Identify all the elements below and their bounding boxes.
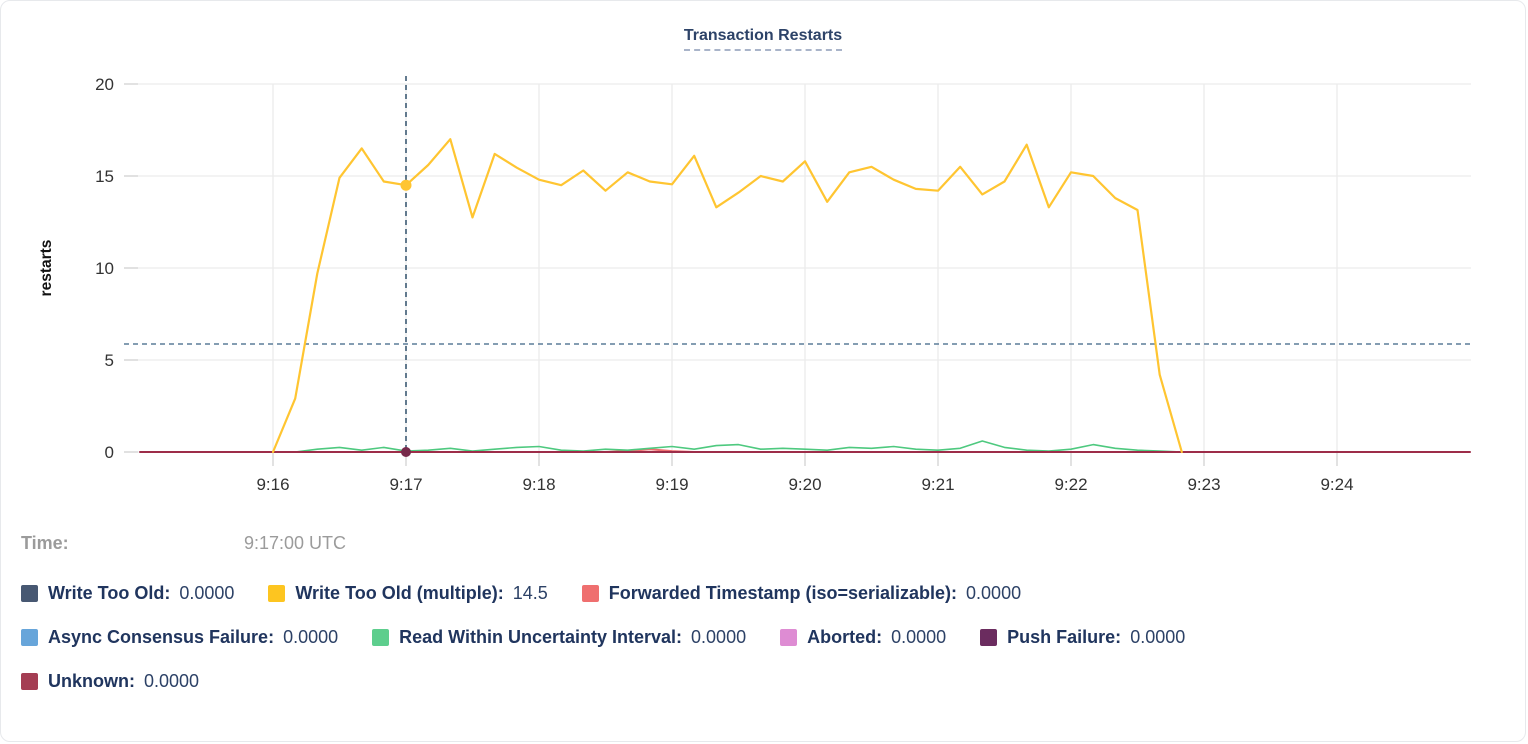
legend-row-2: Async Consensus Failure: 0.0000 Read Withi… <box>21 625 1509 649</box>
legend-item-aborted: Aborted: 0.0000 <box>780 625 946 649</box>
legend-item-write-too-old-multiple: Write Too Old (multiple): 14.5 <box>268 581 548 605</box>
legend-value: 14.5 <box>512 583 548 603</box>
legend-item-push-failure: Push Failure: 0.0000 <box>980 625 1185 649</box>
legend-item-async-consensus-failure: Async Consensus Failure: 0.0000 <box>21 625 338 649</box>
legend-label: Async Consensus Failure: <box>48 627 275 647</box>
x-tick-label: 9:17 <box>389 475 422 494</box>
hover-dot <box>401 447 411 457</box>
chart-title[interactable]: Transaction Restarts <box>683 27 843 51</box>
tooltip-time-label: Time: <box>21 533 69 553</box>
legend-label: Unknown: <box>48 671 135 691</box>
legend-swatch-icon <box>21 672 38 690</box>
y-axis-label: restarts <box>38 240 55 297</box>
chart-title-wrap: Transaction Restarts <box>1 27 1525 51</box>
x-tick-label: 9:24 <box>1320 475 1353 494</box>
legend-label: Read Within Uncertainty Interval: <box>399 627 683 647</box>
legend-swatch-icon <box>268 584 286 602</box>
legend-value: 0.0000 <box>283 627 339 647</box>
legend-value: 0.0000 <box>691 627 747 647</box>
legend-item-unknown: Unknown: 0.0000 <box>21 669 199 693</box>
y-tick-label: 20 <box>95 75 114 94</box>
y-tick-label: 10 <box>95 259 114 278</box>
tooltip-time-value: 9:17:00 UTC <box>244 533 347 553</box>
x-tick-label: 9:22 <box>1054 475 1087 494</box>
x-tick-label: 9:18 <box>522 475 555 494</box>
transaction-restarts-line-chart[interactable]: 0 5 10 15 20 9:16 9:17 9:18 9:19 9:20 9:21 9:22 9:23… <box>1 1 1526 509</box>
chart-hover-tooltip: Time: 9:17:00 UTC Write Too Old: 0.0000 Wri… <box>21 525 1509 713</box>
legend-label: Push Failure: <box>1007 627 1122 647</box>
legend: Write Too Old: 0.0000 Write Too Old (multi… <box>21 581 1509 693</box>
legend-label: Aborted: <box>807 627 883 647</box>
x-tick-label: 9:20 <box>788 475 821 494</box>
legend-label: Write Too Old (multiple): <box>295 583 504 603</box>
legend-row-3: Unknown: 0.0000 <box>21 669 1509 693</box>
legend-swatch-icon <box>980 628 998 646</box>
x-tick-label: 9:21 <box>921 475 954 494</box>
legend-swatch-icon <box>21 584 38 602</box>
legend-swatch-icon <box>372 628 390 646</box>
x-tick-label: 9:23 <box>1187 475 1220 494</box>
series-line-write-too-old-multiple <box>271 138 1183 454</box>
legend-row-1: Write Too Old: 0.0000 Write Too Old (multi… <box>21 581 1509 605</box>
legend-label: Forwarded Timestamp (iso=serializable): <box>608 583 958 603</box>
legend-value: 0.0000 <box>144 671 200 691</box>
legend-value: 0.0000 <box>891 627 947 647</box>
legend-item-forwarded-timestamp-iso-serializable: Forwarded Timestamp (iso=serializable): 0… <box>581 581 1022 605</box>
legend-swatch-icon <box>21 628 38 646</box>
x-tick-label: 9:16 <box>256 475 289 494</box>
x-tick-label: 9:19 <box>655 475 688 494</box>
legend-swatch-icon <box>581 584 599 602</box>
legend-label: Write Too Old: <box>48 583 171 603</box>
legend-swatch-icon <box>780 628 798 646</box>
legend-item-read-within-uncertainty-interval: Read Within Uncertainty Interval: 0.0000 <box>372 625 746 649</box>
legend-value: 0.0000 <box>966 583 1022 603</box>
legend-value: 0.0000 <box>1130 627 1186 647</box>
hover-dot <box>400 179 412 191</box>
legend-item-write-too-old: Write Too Old: 0.0000 <box>21 581 234 605</box>
series-line-read-within-uncertainty-interval <box>294 440 1183 453</box>
y-tick-label: 5 <box>105 351 114 370</box>
legend-value: 0.0000 <box>179 583 235 603</box>
y-tick-label: 15 <box>95 167 114 186</box>
y-tick-label: 0 <box>105 443 114 462</box>
tooltip-time-row: Time: 9:17:00 UTC <box>21 533 1509 554</box>
